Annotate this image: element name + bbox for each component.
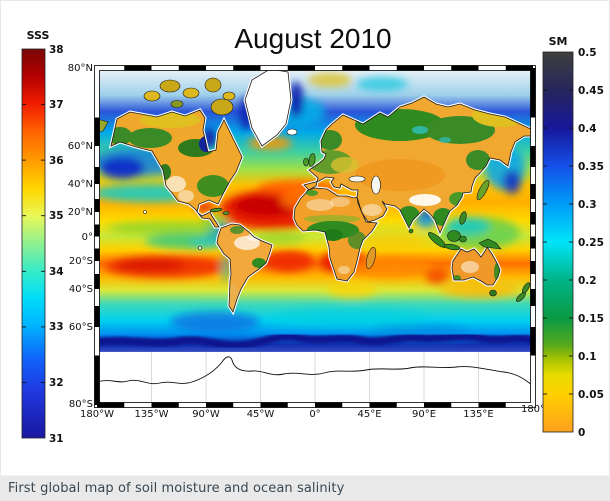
svg-text:32: 32 <box>49 377 64 389</box>
sss-colorbar-gradient <box>21 48 46 439</box>
lon-tick-label: 90°E <box>412 409 436 420</box>
svg-text:0.1: 0.1 <box>578 351 597 363</box>
caption-bar: First global map of soil moisture and oc… <box>0 475 610 501</box>
map-frame <box>94 65 536 408</box>
svg-text:0.35: 0.35 <box>578 161 604 173</box>
lat-tick-label: 20°N <box>68 207 93 218</box>
lon-tick-label: 180° <box>521 404 545 415</box>
svg-text:0.2: 0.2 <box>578 275 597 287</box>
svg-text:0.3: 0.3 <box>578 199 597 211</box>
antarctica-coastline <box>97 356 533 387</box>
lat-tick-label: 40°N <box>68 179 93 190</box>
svg-text:0.25: 0.25 <box>578 237 604 249</box>
svg-text:34: 34 <box>49 266 64 278</box>
lat-tick-label: 80°N <box>68 63 93 74</box>
svg-text:0.05: 0.05 <box>578 389 604 401</box>
lon-tick-label: 45°W <box>247 409 275 420</box>
sss-colorbar-tick-labels: 38 37 36 35 34 33 32 31 <box>49 44 64 445</box>
map-figure: August 2010 <box>21 23 604 445</box>
lat-tick-label: 40°S <box>69 284 93 295</box>
svg-text:0: 0 <box>578 427 585 439</box>
islands <box>97 77 530 302</box>
svg-text:0.15: 0.15 <box>578 313 604 325</box>
lon-tick-label: 180°W <box>80 409 114 420</box>
lat-tick-label: 60°S <box>69 322 93 333</box>
sm-colorbar-ticks <box>543 89 573 395</box>
lat-tick-label: 20°S <box>69 256 93 267</box>
svg-text:0.4: 0.4 <box>578 123 597 135</box>
world-map: 80°N 60°N 40°N 20°N 0° 20°S 40°S 60°S 80… <box>68 63 545 420</box>
latitude-axis: 80°N 60°N 40°N 20°N 0° 20°S 40°S 60°S 80… <box>68 63 93 410</box>
sm-colorbar-gradient <box>542 51 574 433</box>
lon-tick-label: 90°W <box>192 409 220 420</box>
lon-tick-label: 135°E <box>463 409 493 420</box>
figure-title: August 2010 <box>234 23 391 54</box>
caption-text: First global map of soil moisture and oc… <box>8 481 345 496</box>
svg-text:36: 36 <box>49 155 64 167</box>
sss-colorbar-ticks <box>22 104 45 383</box>
lat-tick-label: 60°N <box>68 141 93 152</box>
lon-tick-label: 45°E <box>357 409 381 420</box>
svg-text:0.5: 0.5 <box>578 47 597 59</box>
sss-colorbar-label: SSS <box>27 29 50 42</box>
lat-tick-label: 0° <box>82 232 93 243</box>
lon-tick-label: 135°W <box>135 409 169 420</box>
gridlines <box>151 352 479 405</box>
sm-colorbar: SM 0.5 0.45 0.4 0.35 0.3 0.25 0.2 0.15 0… <box>542 35 604 439</box>
lon-tick-label: 0° <box>309 409 320 420</box>
longitude-axis: 180°W 135°W 90°W 45°W 0° 45°E 90°E 135°E… <box>80 404 545 420</box>
sm-colorbar-label: SM <box>549 35 568 48</box>
sss-colorbar: SSS 38 37 36 35 34 33 32 31 <box>21 29 64 445</box>
svg-text:35: 35 <box>49 210 64 222</box>
svg-text:31: 31 <box>49 433 64 445</box>
svg-text:38: 38 <box>49 44 64 56</box>
sm-colorbar-tick-labels: 0.5 0.45 0.4 0.35 0.3 0.25 0.2 0.15 0.1 … <box>578 47 604 439</box>
svg-text:37: 37 <box>49 99 64 111</box>
svg-text:33: 33 <box>49 321 64 333</box>
ice-edge <box>97 332 533 350</box>
svg-text:0.45: 0.45 <box>578 85 604 97</box>
lat-tick-label: 80°S <box>69 399 93 410</box>
